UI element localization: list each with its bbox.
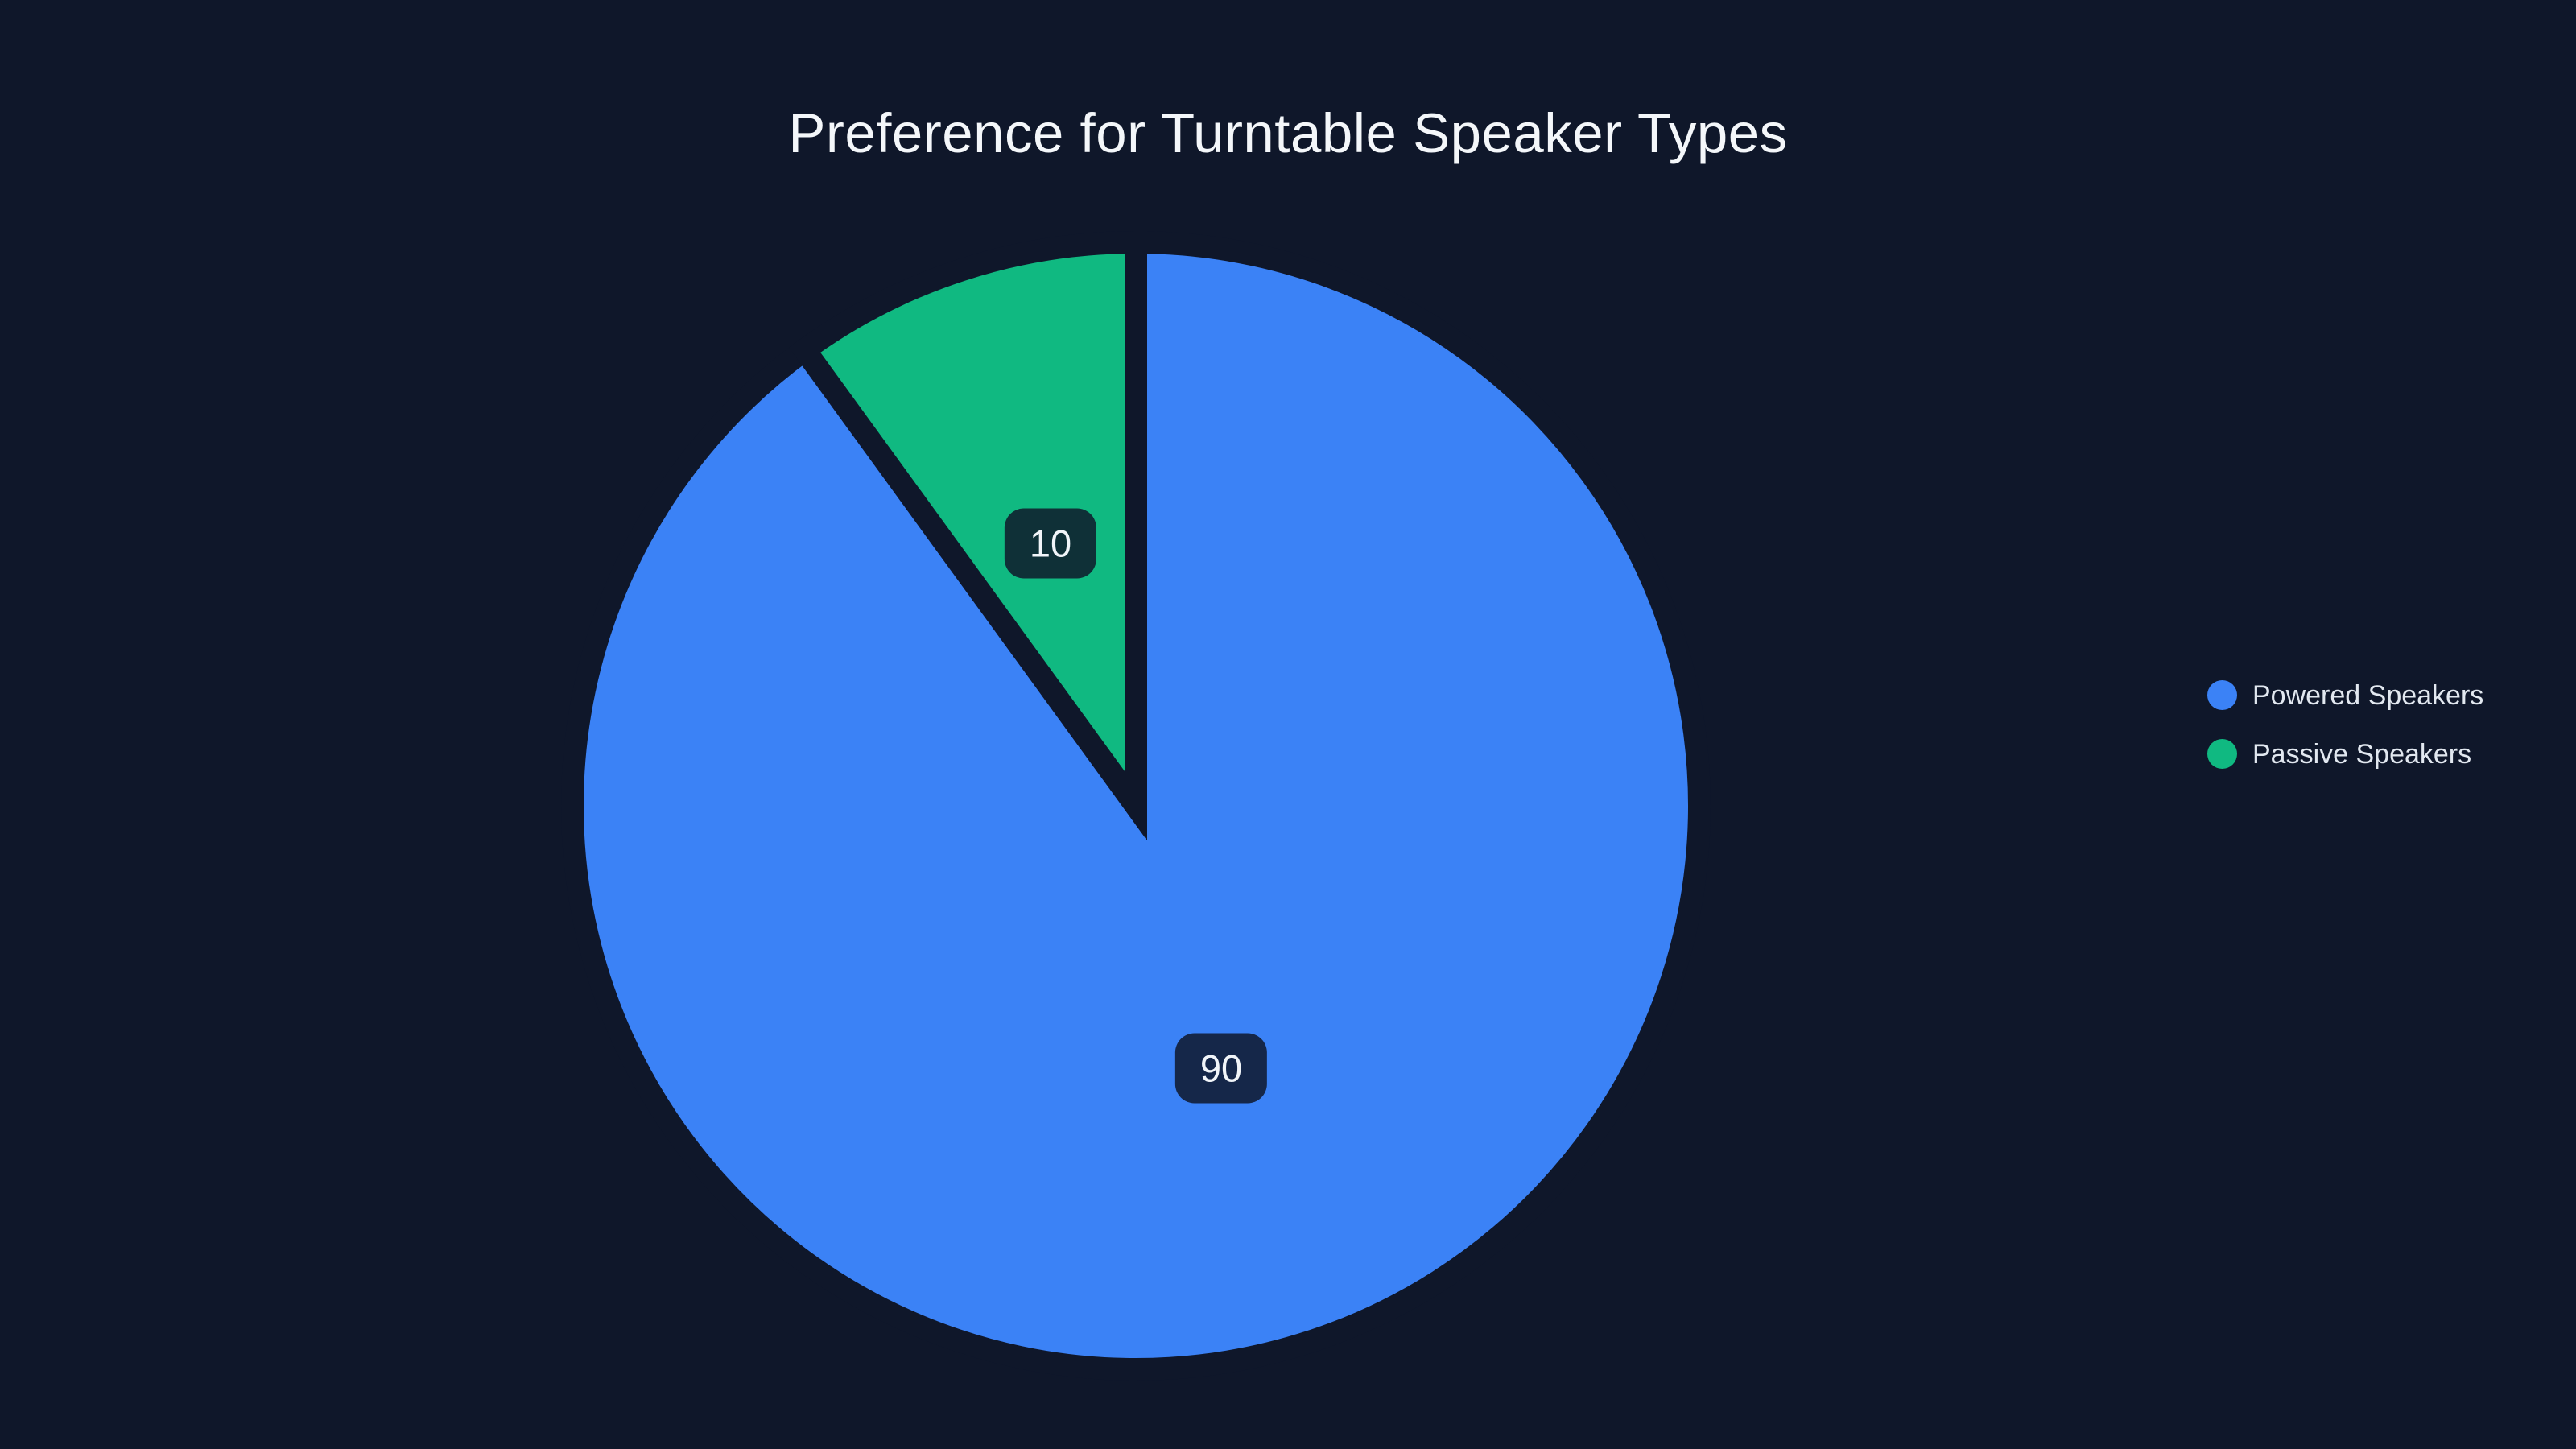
legend-marker-icon — [2207, 739, 2237, 769]
legend-label: Powered Speakers — [2252, 679, 2484, 711]
slice-value-label-passive-speakers: 10 — [1004, 508, 1097, 579]
slice-value-label-powered-speakers: 90 — [1174, 1033, 1268, 1104]
chart-title: Preference for Turntable Speaker Types — [788, 102, 1788, 164]
legend-item-powered-speakers[interactable]: Powered Speakers — [2207, 680, 2483, 710]
legend-label: Passive Speakers — [2252, 738, 2472, 770]
legend: Powered Speakers Passive Speakers — [2207, 680, 2483, 769]
legend-item-passive-speakers[interactable]: Passive Speakers — [2207, 739, 2483, 769]
pie-slice-passive-speakers[interactable] — [788, 230, 1147, 841]
legend-marker-icon — [2207, 680, 2237, 710]
